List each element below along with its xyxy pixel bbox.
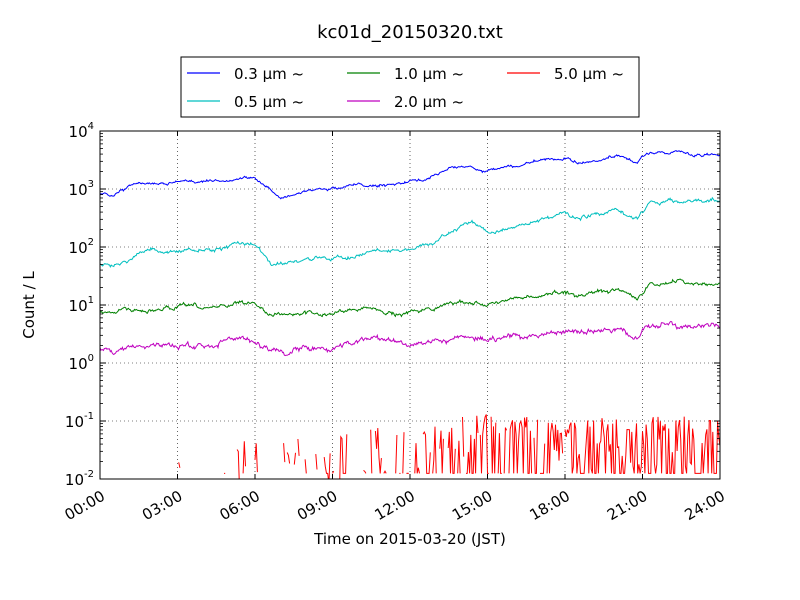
series-line-1 xyxy=(100,196,720,268)
plot-lines xyxy=(100,150,720,479)
legend-label: 1.0 μm ~ xyxy=(394,65,464,83)
legend-frame xyxy=(180,56,640,118)
y-tick-label: 104 xyxy=(69,121,94,141)
series-line-3 xyxy=(100,320,720,357)
ticks xyxy=(99,130,721,480)
legend: 0.3 μm ~ 0.5 μm ~ 1.0 μm ~ 2.0 μm ~ 5.0 μm ~ xyxy=(180,56,640,118)
legend-label: 0.3 μm ~ xyxy=(234,65,304,83)
legend-label: 0.5 μm ~ xyxy=(234,93,304,111)
series-line-2 xyxy=(100,278,720,318)
y-axis-label: Count / L xyxy=(20,271,38,339)
y-tick-label: 10-2 xyxy=(65,469,94,489)
y-tick-label: 103 xyxy=(69,179,94,199)
legend-label: 5.0 μm ~ xyxy=(554,65,624,83)
y-tick-label: 100 xyxy=(69,353,94,373)
series-line-0 xyxy=(100,150,720,200)
legend-label: 2.0 μm ~ xyxy=(394,93,464,111)
x-axis-label: Time on 2015-03-20 (JST) xyxy=(313,530,506,548)
y-tick-labels: 10-2 10-1 100 101 102 103 104 xyxy=(65,121,94,489)
y-tick-label: 102 xyxy=(69,237,94,257)
chart-title: kc01d_20150320.txt xyxy=(317,22,503,43)
y-tick-label: 101 xyxy=(69,295,94,315)
series-line-4 xyxy=(178,414,720,479)
y-tick-label: 10-1 xyxy=(65,411,94,431)
